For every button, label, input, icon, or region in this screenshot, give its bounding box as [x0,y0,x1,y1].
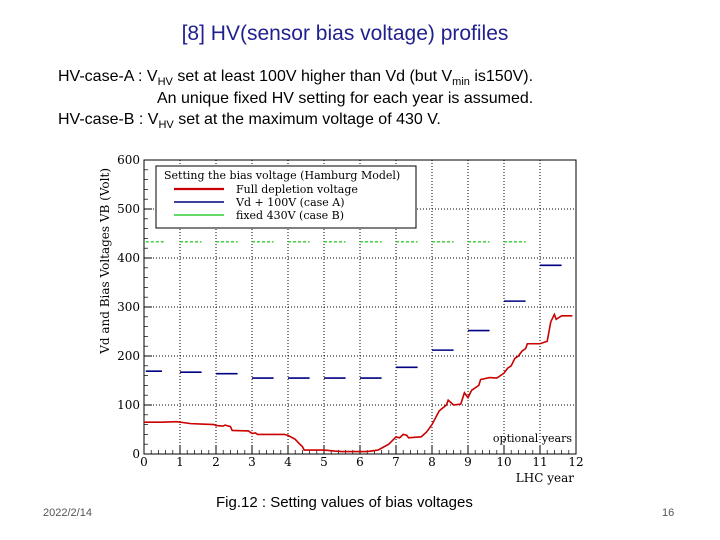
y-tick-label-100: 100 [117,398,140,412]
y-tick-label-200: 200 [117,349,140,363]
x-tick-label-4: 4 [284,455,292,469]
case-a-prefix: HV-case-A : V [58,68,158,85]
x-tick-label-2: 2 [212,455,220,469]
x-tick-label-10: 10 [496,455,511,469]
y-tick-label-500: 500 [117,202,140,216]
case-b-suffix: set at the maximum voltage of 430 V. [173,111,441,128]
series-full-depletion-line [144,312,573,453]
case-a-mid: set at least 100V higher than Vd (but V [172,68,453,85]
legend-label-2: fixed 430V (case B) [236,209,344,222]
case-b-subscript: HV [158,119,174,131]
y-tick-label-0: 0 [132,447,140,461]
x-tick-label-7: 7 [392,455,400,469]
y-tick-label-300: 300 [117,300,140,314]
case-a-subscript-min: min [452,76,470,88]
y-tick-label-600: 600 [117,153,140,167]
x-tick-label-12: 12 [568,455,583,469]
x-tick-label-8: 8 [428,455,436,469]
x-tick-label-11: 11 [532,455,547,469]
case-b-prefix: HV-case-B : V [58,111,159,128]
x-tick-label-5: 5 [320,455,328,469]
legend-title: Setting the bias voltage (Hamburg Model) [164,169,400,182]
slide-date: 2022/2/14 [43,507,92,519]
x-tick-label-6: 6 [356,455,364,469]
figure-caption: Fig.12 : Setting values of bias voltages [216,494,473,511]
legend-label-0: Full depletion voltage [236,183,358,196]
x-tick-label-9: 9 [464,455,472,469]
x-axis-title: LHC year [516,471,574,485]
legend-label-1: Vd + 100V (case A) [235,196,345,209]
case-a-line-2: An unique fixed HV setting for each year… [157,90,534,107]
x-tick-label-3: 3 [248,455,256,469]
page-number: 16 [662,507,675,519]
x-tick-label-1: 1 [176,455,184,469]
y-tick-label-400: 400 [117,251,140,265]
case-a-suffix: is150V). [469,68,534,85]
x-tick-label-0: 0 [140,455,148,469]
optional-years-annotation: optional years [493,432,572,445]
y-axis-title: Vd and Bias Voltages VB (Volt) [98,168,112,355]
case-a-subscript: HV [157,76,173,88]
case-a-line: HV-case-A : VHV set at least 100V higher… [58,68,533,88]
case-b-line: HV-case-B : VHV set at the maximum volta… [58,111,441,131]
legend-box [155,165,417,229]
slide-title: [8] HV(sensor bias voltage) profiles [181,22,509,45]
